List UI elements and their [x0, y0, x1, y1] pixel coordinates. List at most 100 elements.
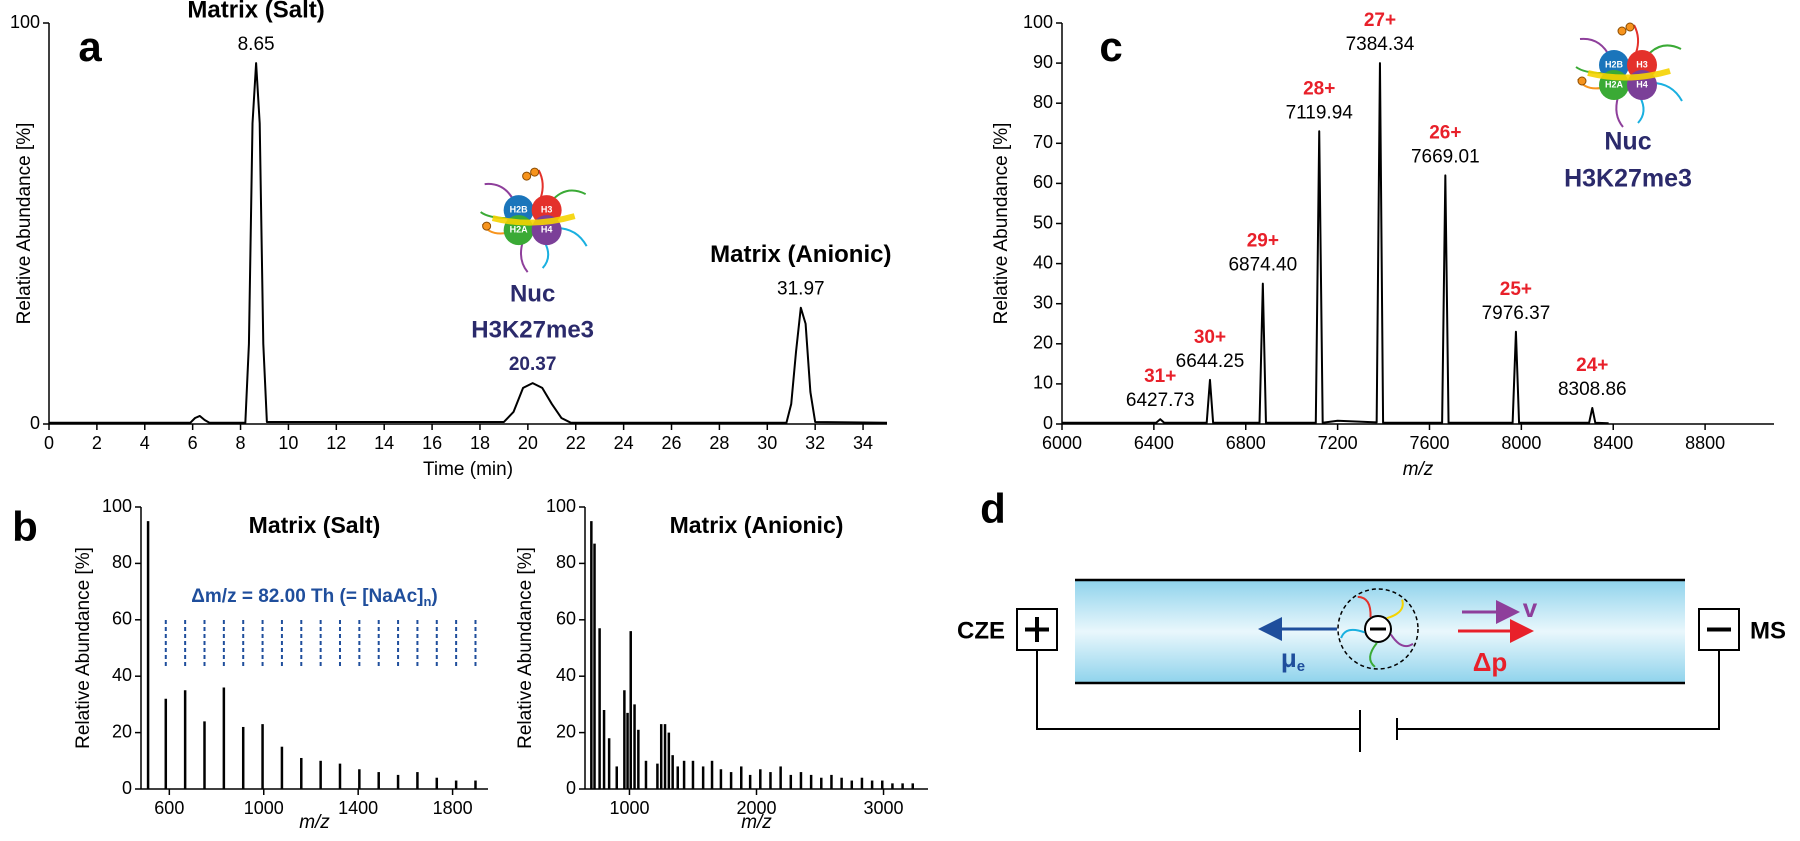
note-text: Δm/z = 82.00 Th (= [NaAc] [191, 586, 423, 607]
peak-title: Matrix (Salt) [187, 0, 324, 23]
x-tick-label: 26 [661, 433, 681, 453]
y-tick-label: 90 [1033, 52, 1053, 72]
y-tick-label: 20 [112, 721, 132, 741]
x-tick-label: 1400 [338, 798, 378, 818]
y-tick-label: 30 [1033, 292, 1053, 312]
x-tick-label: 600 [154, 798, 184, 818]
analyte-shell [1337, 588, 1419, 670]
peak-title: Matrix (Anionic) [710, 241, 891, 268]
peak-label: 7976.37 [1482, 303, 1551, 324]
y-tick-label: 80 [556, 552, 576, 572]
histone-tail [520, 241, 529, 273]
modification [1617, 26, 1627, 36]
peak-label: 6644.25 [1176, 351, 1245, 372]
mobility-label: μe [1281, 643, 1305, 675]
x-axis-label: Time (min) [423, 459, 513, 480]
y-tick-label: 10 [1033, 373, 1053, 393]
peak-label: 7119.94 [1286, 102, 1354, 123]
y-tick-label: 80 [112, 552, 132, 572]
note: Δm/z = 82.00 Th (= [NaAc]n) [191, 586, 438, 609]
x-tick-label: 1000 [609, 798, 649, 818]
x-tick-label: 6 [188, 433, 198, 453]
peak-label: 8308.86 [1558, 379, 1627, 400]
modification [1625, 22, 1635, 32]
note-suffix: ) [431, 586, 437, 607]
histone-label: H4 [1636, 79, 1648, 89]
histone-tail [537, 169, 544, 199]
y-tick-label: 100 [546, 496, 576, 516]
charge-label: 29+ [1247, 231, 1279, 252]
x-tick-label: 7600 [1409, 433, 1449, 453]
y-tick-label: 0 [566, 778, 576, 798]
plus-sign [1025, 617, 1049, 642]
analyte-tail [1386, 599, 1404, 620]
x-axis-label: m/z [1403, 459, 1434, 480]
x-tick-label: 1000 [244, 798, 284, 818]
dna [491, 213, 576, 226]
x-tick-label: 8 [236, 433, 246, 453]
histone-tail [1633, 24, 1640, 54]
x-tick-label: 8800 [1685, 433, 1725, 453]
y-tick-label: 20 [1033, 333, 1053, 353]
nucleosome-icon: H2B H3 H2A H4 [480, 167, 588, 273]
charge-label: 26+ [1429, 122, 1461, 143]
pressure-label: Δp [1473, 647, 1508, 677]
charge-label: 30+ [1194, 327, 1226, 348]
charge-label: 25+ [1500, 279, 1532, 300]
x-tick-label: 30 [757, 433, 777, 453]
x-tick-label: 34 [853, 433, 873, 453]
peak-label: 20.37 [509, 354, 557, 375]
modification [1577, 76, 1587, 86]
y-tick-label: 0 [30, 413, 40, 433]
histone-tail [1637, 96, 1645, 124]
x-tick-label: 32 [805, 433, 825, 453]
y-tick-label: 60 [556, 609, 576, 629]
histone-label: H2B [510, 204, 529, 214]
inlet-label: CZE [957, 617, 1005, 644]
peak-title: H3K27me3 [471, 316, 594, 343]
x-tick-label: 10 [278, 433, 298, 453]
modification [522, 171, 532, 181]
x-tick-label: 8000 [1501, 433, 1541, 453]
note-subscript: n [423, 594, 431, 609]
x-tick-label: 4 [140, 433, 150, 453]
mobility-symbol: μ [1281, 643, 1297, 673]
x-tick-label: 7200 [1318, 433, 1358, 453]
x-tick-label: 28 [709, 433, 729, 453]
histone-label: H2A [510, 224, 529, 234]
histone-tail [541, 241, 550, 269]
peak-label: 6427.73 [1126, 390, 1195, 411]
x-tick-label: 16 [422, 433, 442, 453]
y-tick-label: 80 [1033, 92, 1053, 112]
y-tick-label: 60 [112, 609, 132, 629]
chart-title: Matrix (Anionic) [670, 512, 844, 538]
y-tick-label: 20 [556, 721, 576, 741]
analyte-tail [1357, 595, 1372, 618]
peak-label: 6874.40 [1228, 255, 1297, 276]
nucleosome-icon: H2B H3 H2A H4 [1575, 22, 1683, 128]
y-tick-label: 40 [556, 665, 576, 685]
panel-label: a [78, 23, 102, 70]
panel-label: d [980, 485, 1006, 532]
histone-label: H2A [1605, 79, 1624, 89]
modification [530, 167, 540, 177]
y-tick-label: 100 [102, 496, 132, 516]
analyte-tail [1390, 633, 1414, 648]
charge-label: 27+ [1364, 10, 1396, 31]
x-axis-label: m/z [299, 812, 330, 833]
y-tick-label: 100 [10, 12, 40, 32]
x-axis-label: m/z [741, 812, 772, 833]
trace [49, 62, 888, 424]
x-tick-label: 20 [518, 433, 538, 453]
y-tick-label: 40 [1033, 252, 1053, 272]
y-tick-label: 100 [1023, 12, 1053, 32]
y-tick-label: 60 [1033, 172, 1053, 192]
x-tick-label: 0 [44, 433, 54, 453]
charge-label: 31+ [1144, 366, 1176, 387]
x-tick-label: 6400 [1134, 433, 1174, 453]
panel-label: b [12, 503, 38, 550]
y-axis-label: Relative Abundance [%] [991, 123, 1012, 325]
x-tick-label: 2 [92, 433, 102, 453]
y-axis-label: Relative Abundance [%] [14, 123, 35, 325]
